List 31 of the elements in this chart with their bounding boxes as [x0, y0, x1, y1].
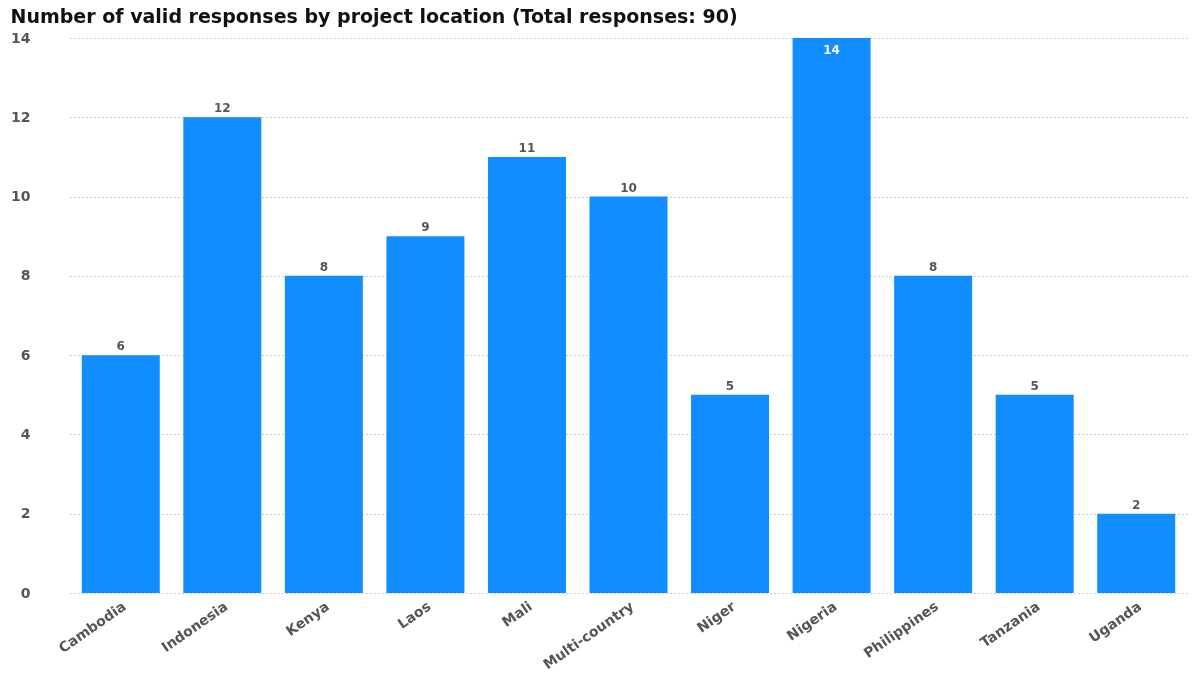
bar	[81, 355, 160, 593]
bar	[894, 275, 973, 593]
y-tick-label: 10	[11, 188, 31, 205]
bar	[589, 196, 668, 593]
chart-title: Number of valid responses by project location (Total responses: 90)	[10, 5, 738, 27]
bar	[183, 117, 262, 593]
data-label: 5	[1030, 378, 1039, 393]
data-label: 5	[725, 378, 735, 393]
bar	[995, 394, 1074, 593]
bar	[691, 394, 770, 593]
bar	[487, 156, 566, 593]
y-tick-label: 0	[20, 584, 31, 601]
data-label: 2	[1132, 497, 1141, 512]
bar	[1097, 513, 1176, 593]
y-tick-label: 2	[20, 505, 31, 522]
data-label: 12	[213, 101, 231, 116]
y-tick-label: 12	[11, 108, 31, 125]
data-label: 10	[620, 180, 637, 195]
data-label: 11	[518, 140, 536, 155]
y-tick-label: 4	[20, 425, 31, 442]
bar	[284, 275, 363, 593]
data-label: 6	[116, 339, 125, 354]
data-label: 14	[823, 43, 840, 57]
data-label: 9	[421, 220, 430, 235]
data-label: 8	[928, 259, 938, 274]
bar	[792, 38, 871, 593]
y-tick-label: 8	[20, 267, 31, 284]
data-label: 8	[319, 259, 329, 274]
y-tick-label: 14	[11, 29, 31, 46]
y-tick-label: 6	[20, 346, 31, 363]
bar	[386, 236, 465, 593]
